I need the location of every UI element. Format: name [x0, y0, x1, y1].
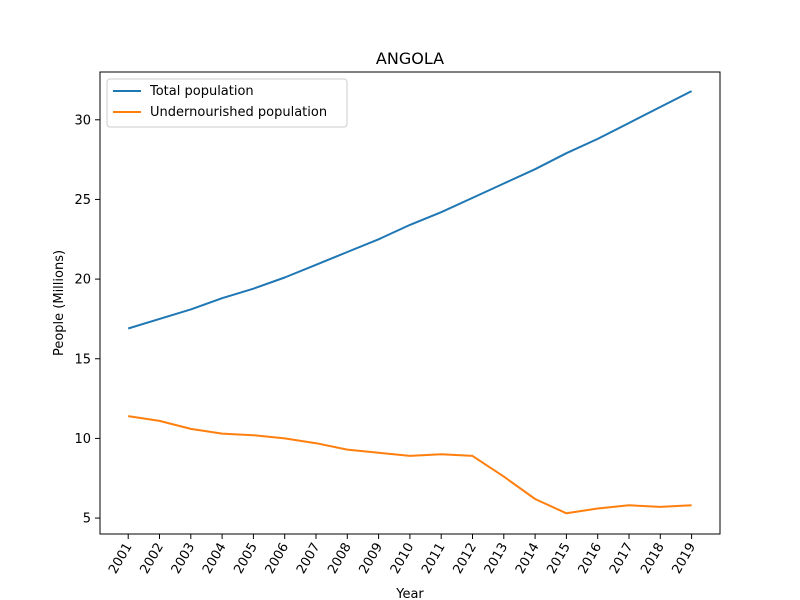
y-tick-label-15: 15 — [74, 352, 91, 367]
x-tick-label-2017: 2017 — [607, 541, 637, 577]
x-tick-label-2016: 2016 — [576, 541, 606, 577]
chart-title: ANGOLA — [376, 49, 444, 68]
x-axis-label: Year — [395, 587, 424, 600]
x-tick-label-2015: 2015 — [544, 541, 574, 577]
y-tick-label-5: 5 — [83, 512, 91, 527]
y-axis: 5 10 15 20 25 30 — [74, 113, 100, 527]
y-tick-label-20: 20 — [74, 273, 91, 288]
x-tick-label-2011: 2011 — [419, 541, 449, 577]
x-tick-label-2019: 2019 — [670, 541, 700, 577]
x-tick-label-2007: 2007 — [294, 541, 324, 577]
x-tick-label-2006: 2006 — [263, 541, 293, 577]
series-lines — [127, 90, 693, 515]
legend: Total population Undernourished populati… — [106, 78, 348, 128]
legend-label-undernourished-population: Undernourished population — [150, 105, 327, 120]
x-tick-label-2013: 2013 — [482, 541, 512, 577]
x-tick-label-2014: 2014 — [513, 541, 543, 577]
y-tick-label-30: 30 — [74, 113, 91, 128]
x-tick-label-2010: 2010 — [388, 541, 418, 577]
y-tick-label-25: 25 — [74, 193, 91, 208]
y-axis-label: People (Millions) — [52, 250, 67, 356]
x-tick-label-2003: 2003 — [169, 541, 199, 577]
legend-box — [106, 78, 348, 128]
x-axis: 2001 2002 2003 2004 2005 2006 2007 2008 2009 2010… — [106, 534, 699, 577]
x-tick-label-2018: 2018 — [638, 541, 668, 577]
x-tick-label-2008: 2008 — [325, 541, 355, 577]
x-tick-label-2012: 2012 — [450, 541, 480, 577]
x-tick-label-2005: 2005 — [231, 541, 261, 577]
x-tick-label-2004: 2004 — [200, 541, 230, 577]
plot-frame — [99, 71, 721, 535]
series-line-undernourished-population — [128, 415, 692, 515]
x-tick-label-2009: 2009 — [357, 541, 387, 577]
legend-label-total-population: Total population — [149, 84, 254, 99]
x-tick-label-2002: 2002 — [137, 541, 167, 577]
series-line-total-population — [127, 90, 693, 330]
x-tick-label-2001: 2001 — [106, 541, 136, 577]
y-tick-label-10: 10 — [74, 432, 91, 447]
